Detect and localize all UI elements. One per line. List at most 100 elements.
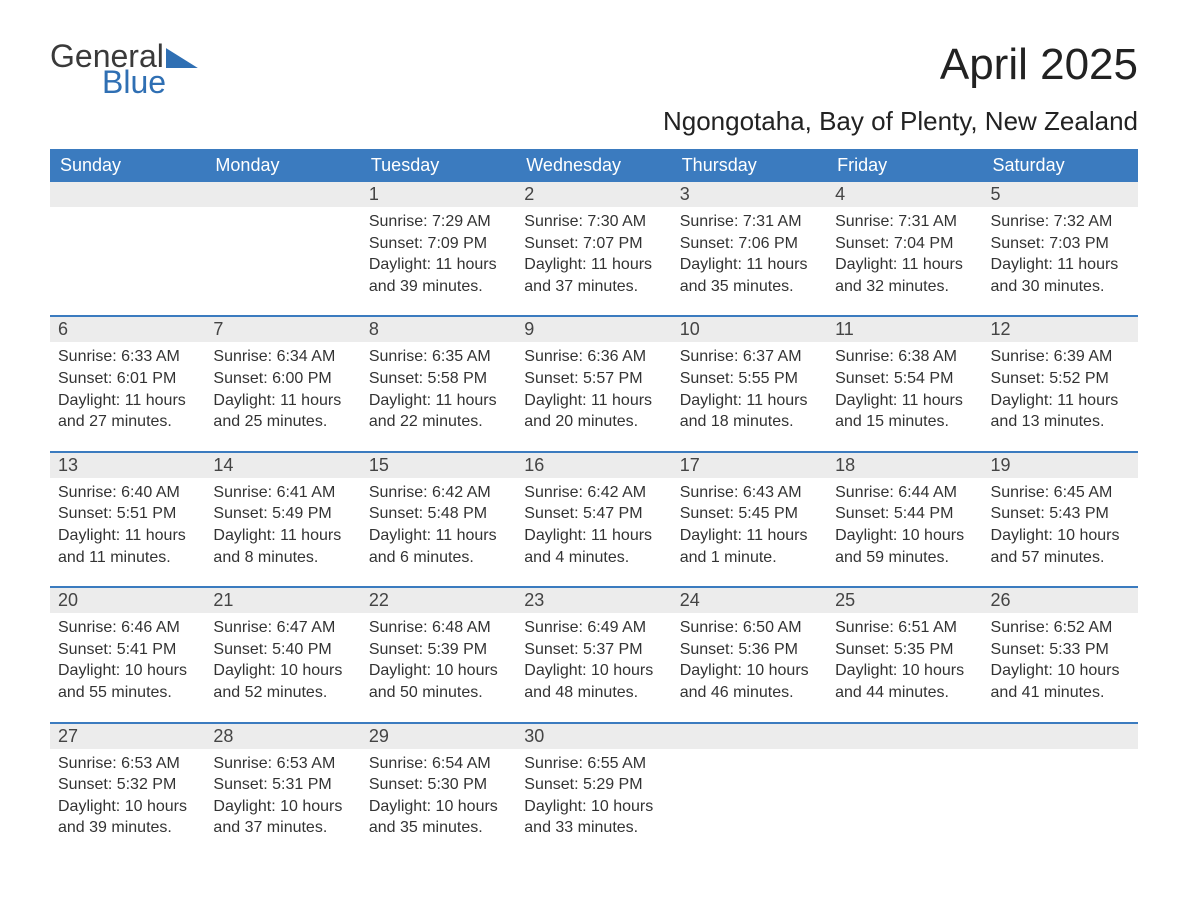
sunset-line: Sunset: 7:07 PM — [524, 233, 663, 255]
day-number-cell: 21 — [205, 587, 360, 613]
day-number-cell: 11 — [827, 316, 982, 342]
day-number-cell: 29 — [361, 723, 516, 749]
sunrise-line: Sunrise: 6:46 AM — [58, 617, 197, 639]
daylight-line: Daylight: 10 hours and 33 minutes. — [524, 796, 663, 839]
day-content-cell: Sunrise: 6:37 AMSunset: 5:55 PMDaylight:… — [672, 342, 827, 451]
day-number-cell: 4 — [827, 182, 982, 207]
day-number-cell: 19 — [983, 452, 1138, 478]
day-content-cell: Sunrise: 7:31 AMSunset: 7:06 PMDaylight:… — [672, 207, 827, 316]
sunrise-line: Sunrise: 6:42 AM — [524, 482, 663, 504]
day-number-cell: 6 — [50, 316, 205, 342]
weekday-header: Wednesday — [516, 149, 671, 182]
daylight-line: Daylight: 11 hours and 22 minutes. — [369, 390, 508, 433]
day-number-cell: 17 — [672, 452, 827, 478]
sunset-line: Sunset: 5:54 PM — [835, 368, 974, 390]
day-content-cell: Sunrise: 7:30 AMSunset: 7:07 PMDaylight:… — [516, 207, 671, 316]
day-number-cell: 24 — [672, 587, 827, 613]
day-number-cell: 8 — [361, 316, 516, 342]
sunset-line: Sunset: 5:47 PM — [524, 503, 663, 525]
day-content-cell — [983, 749, 1138, 857]
sunrise-line: Sunrise: 6:52 AM — [991, 617, 1130, 639]
sunrise-line: Sunrise: 7:30 AM — [524, 211, 663, 233]
daylight-line: Daylight: 10 hours and 50 minutes. — [369, 660, 508, 703]
logo-text-blue: Blue — [50, 66, 198, 98]
day-number-cell: 5 — [983, 182, 1138, 207]
day-number-cell: 23 — [516, 587, 671, 613]
daylight-line: Daylight: 11 hours and 15 minutes. — [835, 390, 974, 433]
sunrise-line: Sunrise: 7:31 AM — [680, 211, 819, 233]
sunset-line: Sunset: 5:31 PM — [213, 774, 352, 796]
weekday-header: Friday — [827, 149, 982, 182]
day-number-row: 20212223242526 — [50, 587, 1138, 613]
daylight-line: Daylight: 11 hours and 18 minutes. — [680, 390, 819, 433]
sunrise-line: Sunrise: 6:48 AM — [369, 617, 508, 639]
daylight-line: Daylight: 11 hours and 35 minutes. — [680, 254, 819, 297]
sunset-line: Sunset: 5:39 PM — [369, 639, 508, 661]
sunset-line: Sunset: 5:30 PM — [369, 774, 508, 796]
daylight-line: Daylight: 10 hours and 44 minutes. — [835, 660, 974, 703]
day-number-cell — [827, 723, 982, 749]
day-content-cell: Sunrise: 6:34 AMSunset: 6:00 PMDaylight:… — [205, 342, 360, 451]
sunrise-line: Sunrise: 6:47 AM — [213, 617, 352, 639]
day-content-cell: Sunrise: 6:55 AMSunset: 5:29 PMDaylight:… — [516, 749, 671, 857]
day-number-cell — [205, 182, 360, 207]
day-content-row: Sunrise: 7:29 AMSunset: 7:09 PM Daylight:… — [50, 207, 1138, 316]
day-content-row: Sunrise: 6:53 AMSunset: 5:32 PMDaylight:… — [50, 749, 1138, 857]
day-number-cell: 20 — [50, 587, 205, 613]
sunrise-line: Sunrise: 7:31 AM — [835, 211, 974, 233]
sunrise-line: Sunrise: 6:44 AM — [835, 482, 974, 504]
sunset-line: Sunset: 5:55 PM — [680, 368, 819, 390]
day-content-cell: Sunrise: 6:42 AMSunset: 5:47 PMDaylight:… — [516, 478, 671, 587]
weekday-header: Monday — [205, 149, 360, 182]
day-number-cell — [672, 723, 827, 749]
day-content-cell: Sunrise: 6:49 AMSunset: 5:37 PMDaylight:… — [516, 613, 671, 722]
day-content-cell: Sunrise: 6:44 AMSunset: 5:44 PMDaylight:… — [827, 478, 982, 587]
day-content-cell: Sunrise: 6:35 AMSunset: 5:58 PMDaylight:… — [361, 342, 516, 451]
weekday-header: Sunday — [50, 149, 205, 182]
sunrise-line: Sunrise: 7:29 AM — [369, 211, 508, 233]
sunset-line: Sunset: 5:52 PM — [991, 368, 1130, 390]
sunset-line: Sunset: 5:36 PM — [680, 639, 819, 661]
day-number-cell: 15 — [361, 452, 516, 478]
daylight-line: Daylight: 11 hours and 6 minutes. — [369, 525, 508, 568]
sunset-line: Sunset: 5:57 PM — [524, 368, 663, 390]
day-number-cell: 3 — [672, 182, 827, 207]
sunrise-line: Sunrise: 6:42 AM — [369, 482, 508, 504]
day-content-cell: Sunrise: 6:41 AMSunset: 5:49 PMDaylight:… — [205, 478, 360, 587]
day-content-row: Sunrise: 6:46 AMSunset: 5:41 PM Daylight:… — [50, 613, 1138, 722]
day-number-cell: 27 — [50, 723, 205, 749]
daylight-line: Daylight: 11 hours and 8 minutes. — [213, 525, 352, 568]
sunset-line: Sunset: 5:41 PM — [58, 639, 197, 661]
day-number-cell — [50, 182, 205, 207]
day-number-cell: 7 — [205, 316, 360, 342]
daylight-line: Daylight: 11 hours and 1 minute. — [680, 525, 819, 568]
weekday-header: Saturday — [983, 149, 1138, 182]
page-title: April 2025 — [940, 40, 1138, 90]
daylight-line: Daylight: 11 hours and 27 minutes. — [58, 390, 197, 433]
daylight-line: Daylight: 10 hours and 35 minutes. — [369, 796, 508, 839]
day-number-cell: 9 — [516, 316, 671, 342]
day-number-cell: 18 — [827, 452, 982, 478]
day-number-cell: 25 — [827, 587, 982, 613]
sunset-line: Sunset: 7:09 PM — [369, 233, 508, 255]
sunrise-line: Sunrise: 6:35 AM — [369, 346, 508, 368]
sunset-line: Sunset: 7:06 PM — [680, 233, 819, 255]
day-number-row: 27282930 — [50, 723, 1138, 749]
day-number-cell: 14 — [205, 452, 360, 478]
day-content-cell: Sunrise: 6:53 AMSunset: 5:32 PMDaylight:… — [50, 749, 205, 857]
day-number-cell: 13 — [50, 452, 205, 478]
sunset-line: Sunset: 6:00 PM — [213, 368, 352, 390]
sunrise-line: Sunrise: 6:34 AM — [213, 346, 352, 368]
day-number-cell: 10 — [672, 316, 827, 342]
sunset-line: Sunset: 5:49 PM — [213, 503, 352, 525]
day-content-row: Sunrise: 6:33 AMSunset: 6:01 PMDaylight:… — [50, 342, 1138, 451]
day-content-cell: Sunrise: 6:52 AMSunset: 5:33 PMDaylight:… — [983, 613, 1138, 722]
sunrise-line: Sunrise: 6:37 AM — [680, 346, 819, 368]
daylight-line: Daylight: 11 hours and 13 minutes. — [991, 390, 1130, 433]
sunset-line: Sunset: 6:01 PM — [58, 368, 197, 390]
sunrise-line: Sunrise: 6:33 AM — [58, 346, 197, 368]
sunset-line: Sunset: 5:40 PM — [213, 639, 352, 661]
day-number-cell: 26 — [983, 587, 1138, 613]
day-content-cell: Sunrise: 6:53 AMSunset: 5:31 PMDaylight:… — [205, 749, 360, 857]
daylight-line: Daylight: 10 hours and 48 minutes. — [524, 660, 663, 703]
